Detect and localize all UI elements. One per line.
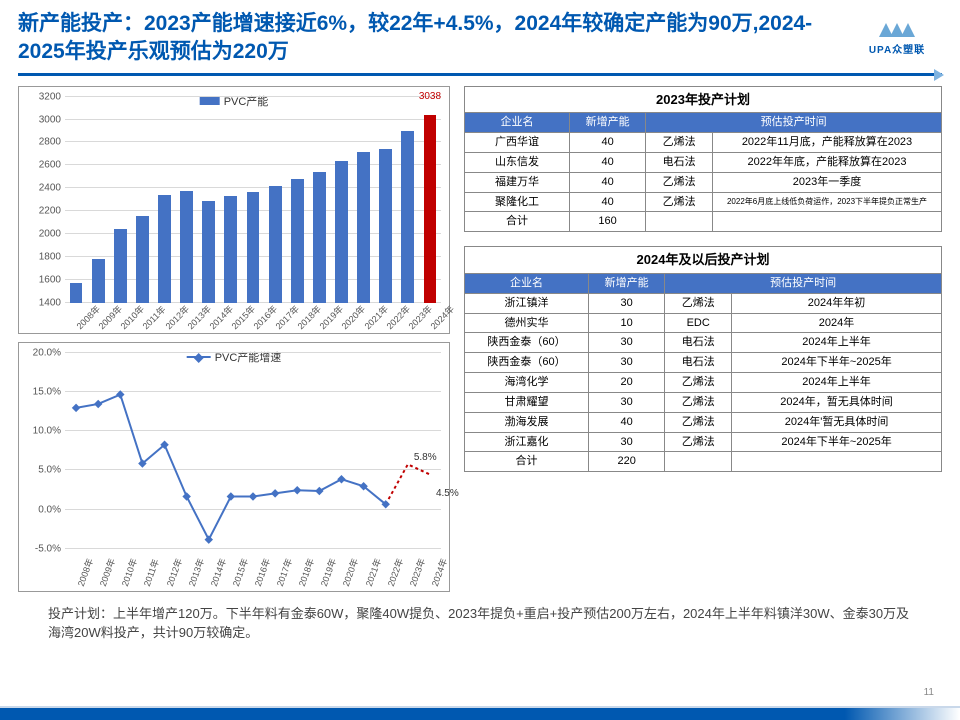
title-rule: [18, 73, 942, 76]
table-2024-plan: 2024年及以后投产计划企业名新增产能预估投产时间浙江镇洋30乙烯法2024年年…: [464, 246, 942, 472]
pvc-capacity-bar-chart: PVC产能 1400160018002000220024002600280030…: [18, 86, 450, 334]
brand-logo-text: UPA众塑联: [869, 41, 925, 56]
title-row: 新产能投产：2023产能增速接近6%，较22年+4.5%，2024年较确定产能为…: [18, 10, 942, 67]
left-column: PVC产能 1400160018002000220024002600280030…: [18, 86, 450, 592]
table-2023-plan: 2023年投产计划企业名新增产能预估投产时间广西华谊40乙烯法2022年11月底…: [464, 86, 942, 233]
footer-bar: [0, 708, 960, 720]
brand-logo: UPA众塑联: [852, 16, 942, 58]
footnote: 投产计划：上半年增产120万。下半年料有金泰60W，聚隆40W提负、2023年提…: [18, 604, 942, 643]
right-column: 2023年投产计划企业名新增产能预估投产时间广西华谊40乙烯法2022年11月底…: [464, 86, 942, 592]
page-number: 11: [924, 687, 934, 698]
content: PVC产能 1400160018002000220024002600280030…: [18, 86, 942, 592]
pvc-growth-line-chart: PVC产能增速 -5.0%0.0%5.0%10.0%15.0%20.0%2008…: [18, 342, 450, 592]
slide: 新产能投产：2023产能增速接近6%，较22年+4.5%，2024年较确定产能为…: [0, 0, 960, 720]
slide-title: 新产能投产：2023产能增速接近6%，较22年+4.5%，2024年较确定产能为…: [18, 10, 852, 67]
